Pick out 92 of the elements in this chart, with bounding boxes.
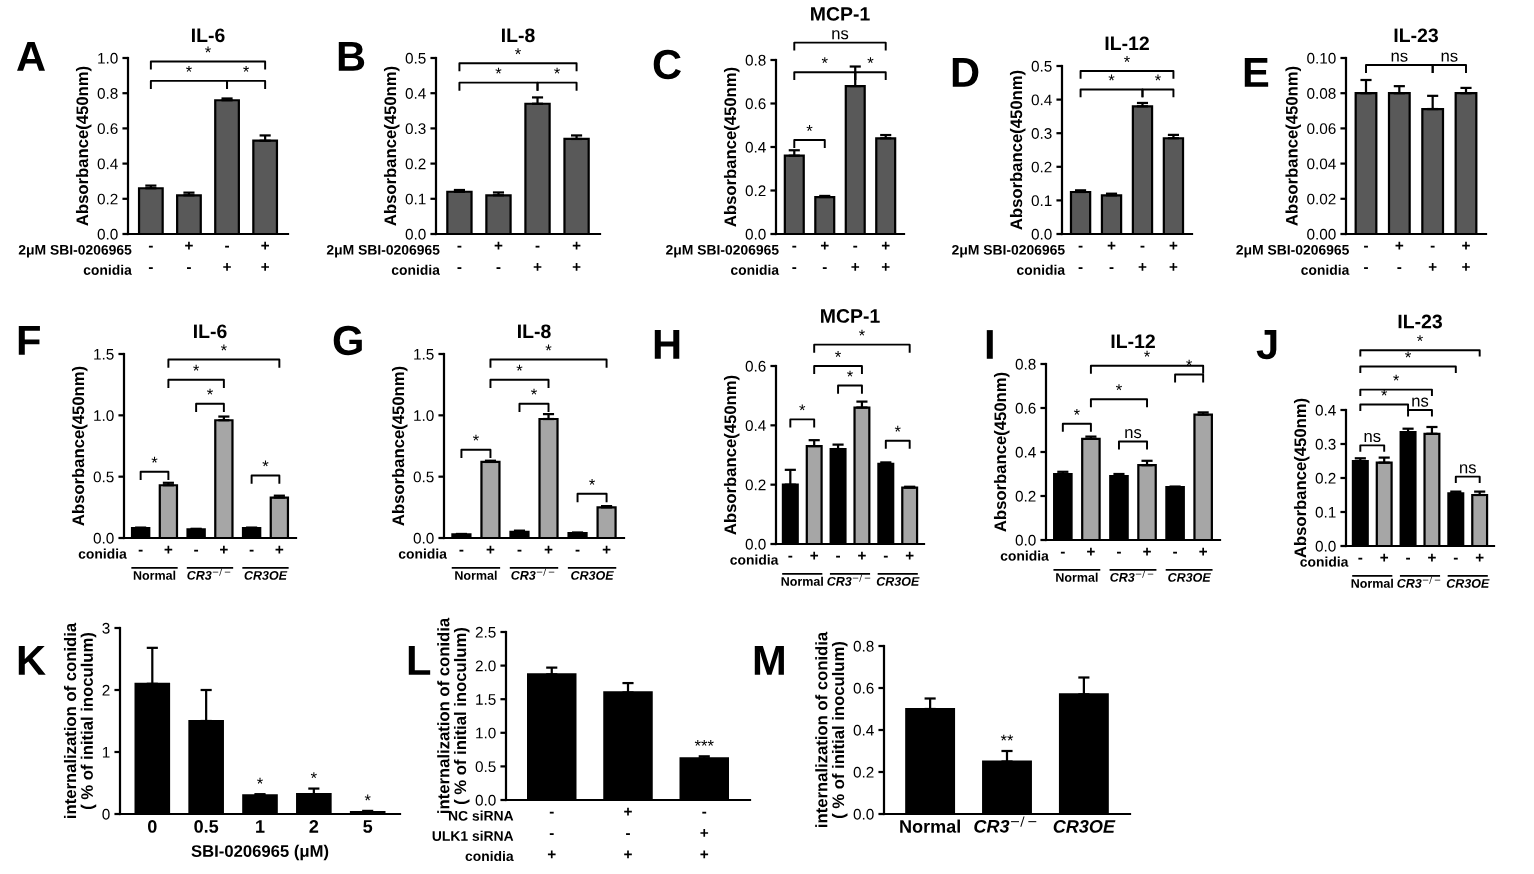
text: M <box>754 646 784 675</box>
y-axis-title: Absorbance(450nm) <box>1009 70 1026 230</box>
annotation: * <box>516 364 523 371</box>
annotation: ns <box>1460 464 1476 474</box>
text: * <box>1393 374 1400 381</box>
annotation: * <box>867 57 874 64</box>
chart-title: MCP-1 <box>811 7 870 21</box>
chart-title: IL-12 <box>1111 334 1155 348</box>
y-axis-title: Absorbance(450nm) <box>1285 66 1301 226</box>
annotation: * <box>1108 74 1115 81</box>
annotation: ns <box>1441 52 1458 62</box>
x-tick-label: CR3OE <box>1053 820 1116 833</box>
text: * <box>220 344 227 351</box>
annotation: * <box>799 404 806 411</box>
y-axis-title: Absorbance(450nm) <box>1293 398 1310 558</box>
annotation: * <box>1154 74 1161 81</box>
y-axis-title: internalization of conidia ( % of initial inoculum) <box>63 622 97 818</box>
text: * <box>1381 389 1388 396</box>
annotation: * <box>262 460 269 467</box>
annotation: * <box>1186 359 1193 366</box>
annotation: * <box>243 65 250 72</box>
text: * <box>515 48 521 55</box>
y-axis-title: Absorbance(450nm) <box>993 372 1010 532</box>
chart-title: IL-23 <box>1394 28 1438 43</box>
x-axis-title: SBI-0206965 (μM) <box>191 844 329 861</box>
y-axis-title: Absorbance(450nm) <box>391 366 408 526</box>
annotation: ** <box>1000 734 1014 741</box>
text: A <box>17 42 45 71</box>
annotation: * <box>1073 408 1080 415</box>
annotation: ns <box>1125 429 1142 439</box>
annotation: ns <box>1391 52 1408 62</box>
y-axis-title: Absorbance(450nm) <box>723 375 740 535</box>
chart-title: IL-23 <box>1398 314 1442 329</box>
text: H <box>654 330 680 359</box>
annotation: * <box>894 425 901 432</box>
text: F <box>18 326 40 355</box>
text: D <box>952 58 979 87</box>
text: K <box>18 646 46 675</box>
annotation: *** <box>694 740 714 746</box>
text: * <box>205 46 211 53</box>
text: G <box>333 325 362 356</box>
text: * <box>1405 351 1412 358</box>
text: L <box>408 646 431 675</box>
x-tick-label: 0.5 <box>194 820 219 833</box>
text: B <box>338 42 365 71</box>
annotation: * <box>207 388 213 395</box>
text: * <box>1124 56 1130 62</box>
annotation: * <box>554 67 561 74</box>
text: J <box>1256 330 1277 360</box>
annotation: * <box>821 57 828 64</box>
x-tick-label: 5 <box>363 820 373 833</box>
chart-title: MCP-1 <box>821 309 880 323</box>
text: * <box>1144 350 1151 357</box>
text: * <box>1417 335 1423 342</box>
annotation: * <box>531 388 537 395</box>
x-tick-label: CR3$^{−/−}$ <box>974 816 1037 833</box>
annotation: * <box>151 456 158 463</box>
y-axis-title: internalization of conidia ( % of initial inoculum) <box>815 631 848 827</box>
annotation: * <box>193 364 200 371</box>
x-tick-label: 0 <box>148 820 157 833</box>
y-axis-title: Absorbance(450nm) <box>383 66 400 226</box>
text: C <box>653 49 681 80</box>
annotation: * <box>257 777 263 784</box>
text: * <box>835 351 842 357</box>
annotation: * <box>806 125 813 131</box>
text: ns <box>832 30 849 40</box>
text: * <box>545 344 552 351</box>
annotation: * <box>472 434 479 441</box>
annotation: * <box>495 67 502 74</box>
text: E <box>1244 58 1269 87</box>
annotation: * <box>310 772 317 779</box>
x-tick-label: 1 <box>256 820 265 833</box>
chart-title: IL-6 <box>192 28 225 43</box>
annotation: * <box>847 370 853 377</box>
annotation: * <box>589 478 596 485</box>
y-axis-title: Absorbance(450nm) <box>71 366 88 526</box>
text: ns <box>1412 397 1429 407</box>
chart-title: IL-6 <box>194 324 227 339</box>
annotation: * <box>1115 384 1122 391</box>
text: * <box>858 329 865 336</box>
text: I <box>986 330 993 359</box>
annotation: * <box>185 65 192 72</box>
chart-title: IL-12 <box>1105 36 1149 50</box>
y-axis-title: internalization of conidia ( % of initial inoculum) <box>437 617 470 813</box>
chart-title: IL-8 <box>518 324 551 339</box>
x-tick-label: 2 <box>309 820 319 833</box>
annotation: * <box>364 794 371 801</box>
x-tick-label: Normal <box>900 819 960 833</box>
annotation: ns <box>1364 432 1381 443</box>
y-axis-title: Absorbance(450nm) <box>75 66 92 226</box>
chart-title: IL-8 <box>502 28 535 43</box>
y-axis-title: Absorbance(450nm) <box>723 67 740 227</box>
